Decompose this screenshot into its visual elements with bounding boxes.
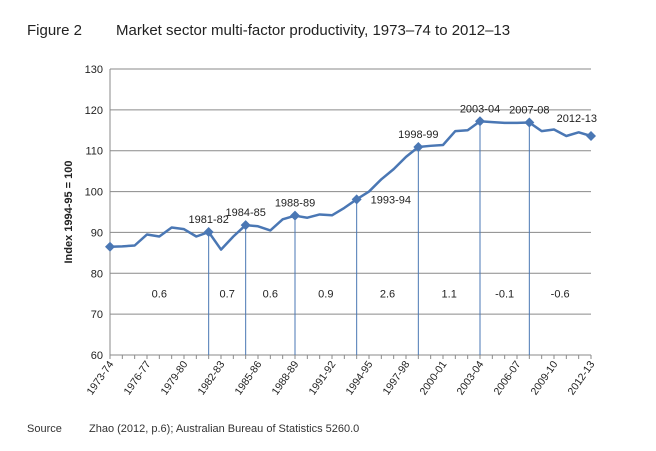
peak-label: 2012-13 bbox=[557, 113, 597, 125]
peak-label: 1993-94 bbox=[371, 194, 411, 206]
y-tick-label: 120 bbox=[85, 105, 103, 117]
y-tick-label: 60 bbox=[91, 350, 103, 362]
x-tick-label: 1997-98 bbox=[381, 359, 413, 398]
x-tick-label: 1985-86 bbox=[233, 359, 265, 398]
figure-title: Market sector multi-factor productivity,… bbox=[116, 22, 511, 39]
peak-marker bbox=[240, 220, 251, 231]
peak-label: 1984-85 bbox=[225, 207, 265, 219]
series-line bbox=[109, 120, 592, 251]
cycle-growth-label: -0.6 bbox=[551, 289, 570, 301]
peak-label: 2003-04 bbox=[460, 103, 500, 115]
figure-label: Figure 2 bbox=[27, 22, 83, 39]
peak-marker bbox=[413, 142, 424, 153]
x-tick-label: 2009-10 bbox=[529, 359, 561, 398]
y-tick-label: 110 bbox=[85, 146, 103, 158]
y-tick-label: 130 bbox=[85, 64, 103, 76]
peak-marker bbox=[524, 117, 535, 128]
source-text: Zhao (2012, p.6); Australian Bureau of S… bbox=[89, 423, 360, 435]
x-tick-label: 1991-92 bbox=[307, 359, 339, 398]
x-tick-label: 2006-07 bbox=[492, 359, 524, 398]
peak-label: 1998-99 bbox=[398, 129, 438, 141]
peak-marker bbox=[586, 131, 596, 142]
y-axis-label: Index 1994-95 = 100 bbox=[63, 160, 75, 263]
peak-label: 2007-08 bbox=[509, 105, 549, 117]
cycle-growth-label: -0.1 bbox=[495, 289, 514, 301]
x-tick-label: 2003-04 bbox=[455, 359, 487, 398]
x-tick-label: 1976-77 bbox=[122, 359, 154, 398]
peak-marker bbox=[351, 194, 362, 205]
peak-label: 1981-82 bbox=[188, 214, 228, 226]
x-tick-label: 2000-01 bbox=[418, 359, 450, 398]
cycle-growth-label: 0.9 bbox=[318, 289, 333, 301]
peak-marker bbox=[203, 227, 214, 238]
source-label: Source bbox=[27, 423, 62, 435]
cycle-growth-label: 0.6 bbox=[152, 289, 167, 301]
x-tick-label: 2012-13 bbox=[566, 359, 598, 398]
peak-label: 1988-89 bbox=[275, 198, 315, 210]
y-tick-label: 100 bbox=[85, 187, 103, 199]
y-tick-label: 70 bbox=[91, 309, 103, 321]
cycle-growth-label: 1.1 bbox=[442, 289, 457, 301]
peak-marker bbox=[105, 241, 115, 252]
peak-marker bbox=[475, 116, 485, 127]
cycle-growth-label: 0.7 bbox=[220, 289, 235, 301]
x-tick-label: 1979-80 bbox=[159, 359, 191, 398]
source-note: Source Zhao (2012, p.6); Australian Burea… bbox=[27, 423, 359, 435]
y-tick-label: 80 bbox=[91, 268, 103, 280]
x-tick-label: 1988-89 bbox=[270, 359, 302, 398]
y-tick-label: 90 bbox=[91, 227, 103, 239]
x-tick-label: 1994-95 bbox=[344, 359, 376, 398]
cycle-growth-label: 2.6 bbox=[380, 289, 395, 301]
x-tick-label: 1982-83 bbox=[196, 359, 228, 398]
cycle-growth-label: 0.6 bbox=[263, 289, 278, 301]
x-tick-label: 1973-74 bbox=[85, 359, 117, 398]
peak-marker bbox=[290, 210, 300, 221]
